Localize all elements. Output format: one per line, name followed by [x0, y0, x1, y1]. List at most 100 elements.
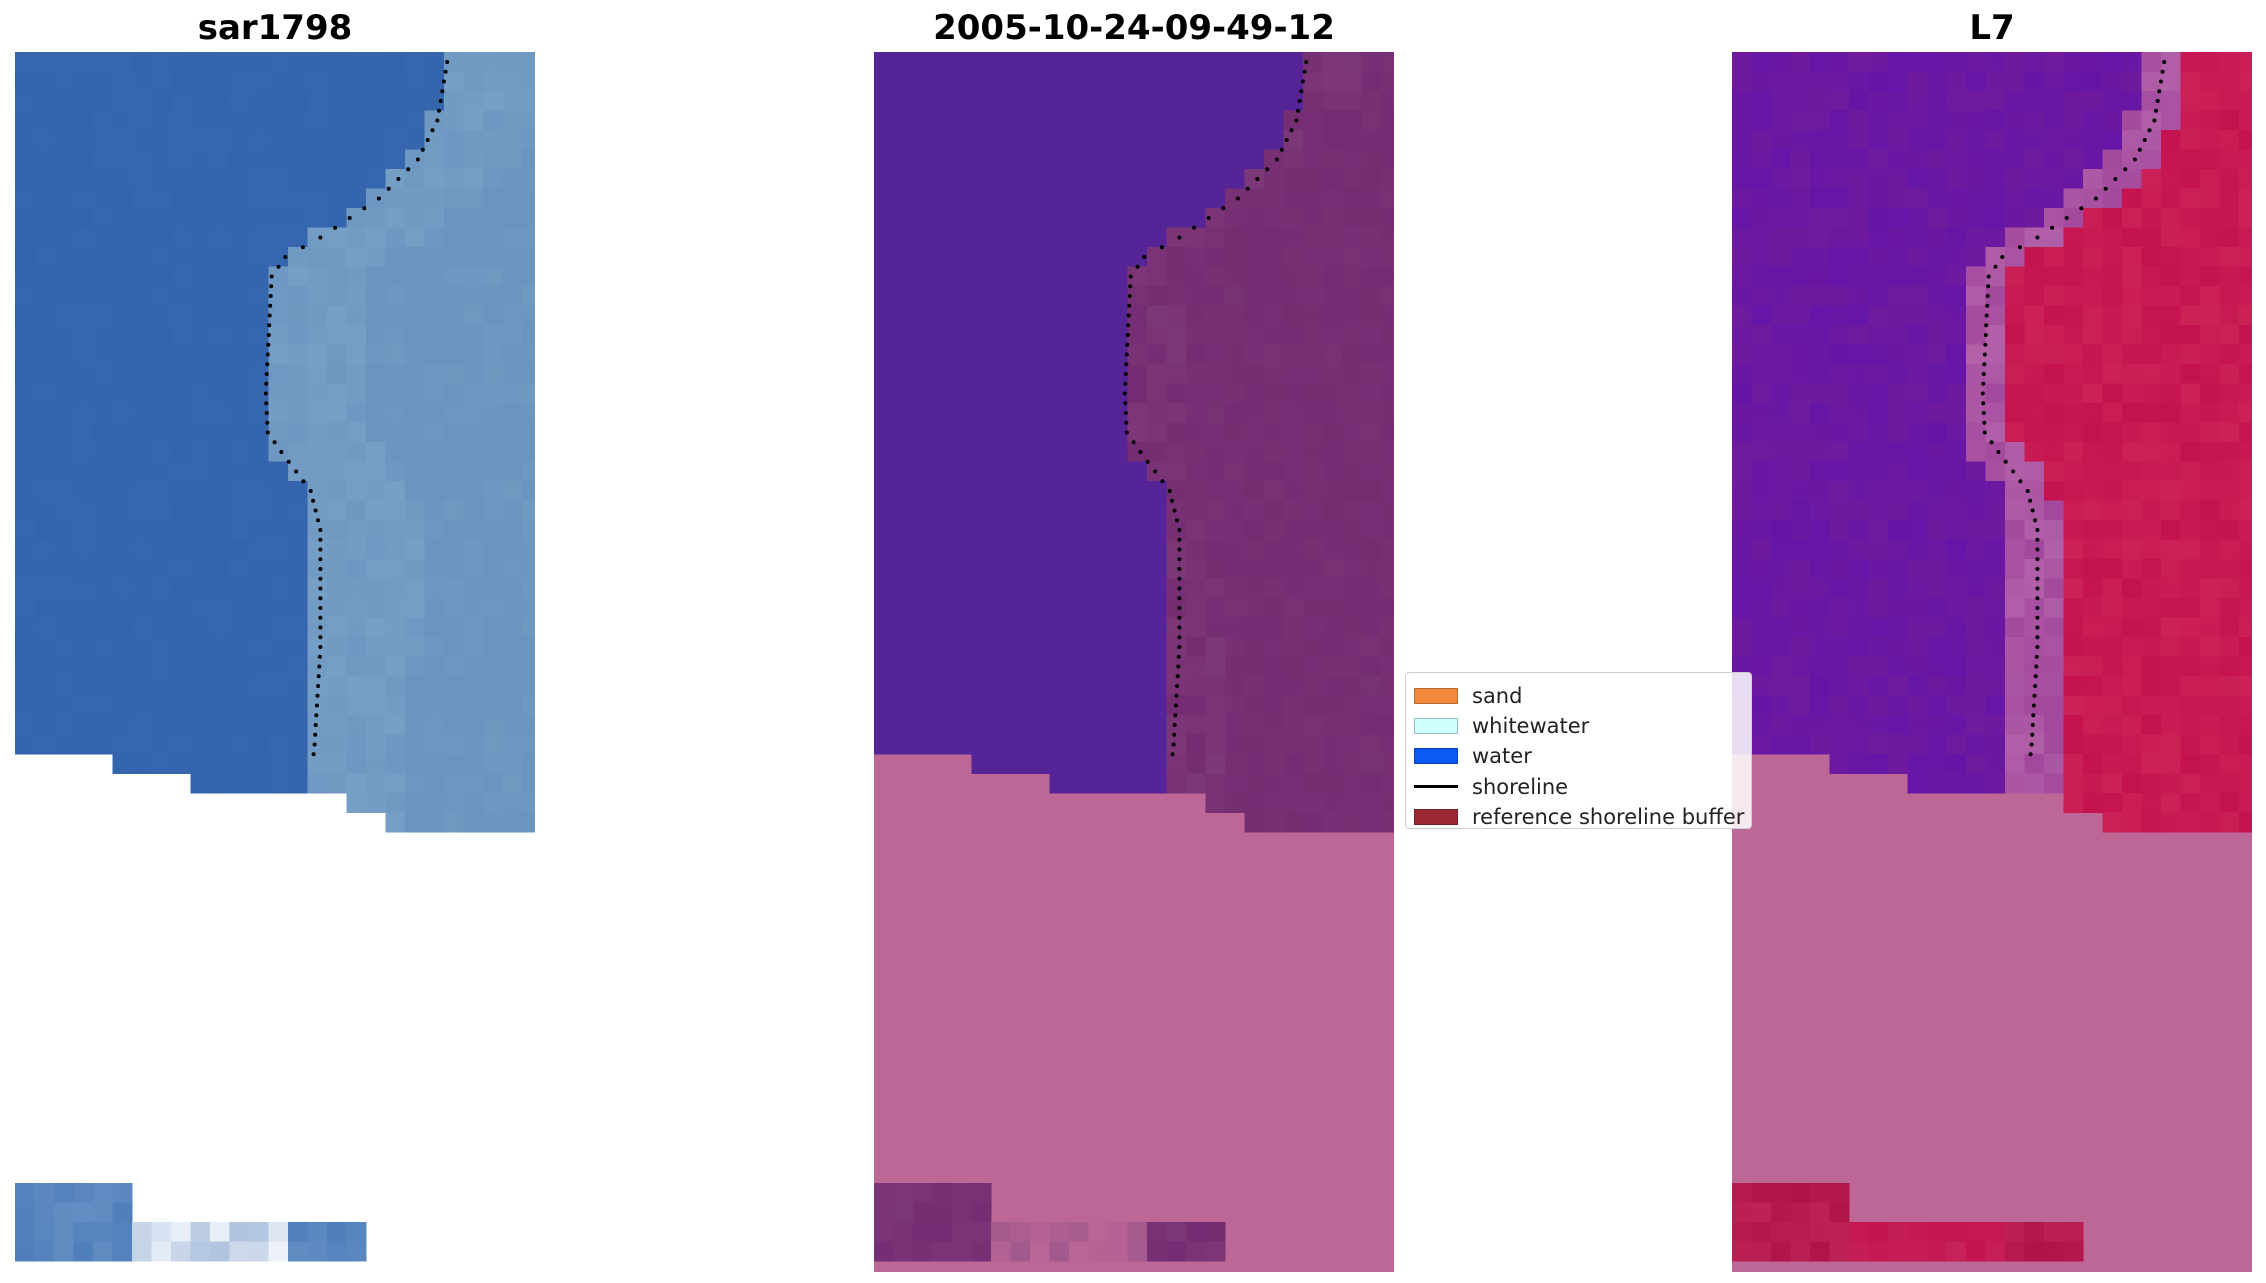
pixel — [1283, 383, 1304, 404]
pixel — [34, 578, 55, 599]
pixel — [1868, 1241, 1889, 1262]
shoreline-dot — [2132, 157, 2137, 162]
pixel — [2141, 773, 2162, 794]
pixel — [444, 500, 464, 521]
pixel — [1225, 539, 1245, 560]
pixel — [463, 637, 484, 657]
pixel — [444, 793, 464, 813]
shoreline-dot — [2064, 216, 2069, 220]
pixel — [1030, 286, 1050, 306]
pixel — [1030, 71, 1050, 92]
pixel — [366, 364, 386, 384]
pixel — [522, 539, 535, 560]
pixel — [1771, 520, 1791, 540]
pixel — [2239, 637, 2252, 657]
pixel — [1264, 305, 1284, 326]
pixel — [1322, 149, 1343, 170]
pixel — [2180, 695, 2201, 716]
pixel — [190, 188, 211, 209]
pixel — [2005, 71, 2025, 92]
shoreline-dot — [2031, 703, 2036, 708]
pixel — [268, 676, 289, 696]
pixel — [1303, 130, 1323, 150]
pixel — [229, 247, 250, 267]
pixel — [991, 208, 1011, 228]
pixel — [1069, 1241, 1089, 1262]
pixel — [15, 71, 35, 92]
pixel — [1849, 539, 1869, 560]
pixel — [874, 734, 894, 755]
pixel — [1186, 383, 1206, 404]
shoreline-dot — [1123, 381, 1128, 386]
pixel — [991, 1241, 1011, 1262]
pixel — [1985, 247, 2006, 267]
pixel — [210, 71, 230, 92]
pixel — [73, 500, 94, 521]
pixel — [1907, 364, 1928, 384]
pixel — [1810, 169, 1830, 189]
pixel — [1985, 520, 2006, 540]
pixel — [1907, 637, 1928, 657]
pixel — [1088, 208, 1109, 228]
pixel — [971, 208, 992, 228]
pixel — [1264, 403, 1284, 423]
pixel — [444, 305, 464, 326]
pixel — [1966, 208, 1986, 228]
pixel — [307, 617, 328, 638]
pixel — [249, 676, 269, 696]
shoreline-dot — [318, 576, 323, 581]
pixel — [249, 286, 269, 306]
pixel — [93, 403, 113, 423]
pixel — [1264, 208, 1284, 228]
pixel — [1108, 715, 1128, 735]
pixel — [1010, 52, 1031, 72]
pixel — [249, 773, 269, 794]
pixel — [366, 227, 386, 248]
pixel — [1030, 266, 1050, 287]
pixel — [424, 266, 445, 287]
pixel — [2180, 676, 2201, 696]
pixel — [288, 130, 308, 150]
pixel — [2005, 734, 2025, 755]
pixel — [73, 344, 94, 365]
pixel — [1907, 71, 1928, 92]
pixel — [2161, 208, 2181, 228]
pixel — [1751, 637, 1772, 657]
pixel — [385, 617, 406, 638]
pixel — [93, 559, 113, 579]
pixel — [1966, 598, 1986, 618]
pixel — [1868, 286, 1889, 306]
pixel — [34, 422, 55, 443]
pixel — [2044, 383, 2064, 404]
pixel — [1907, 286, 1928, 306]
pixel — [249, 461, 269, 482]
pixel — [2200, 344, 2220, 365]
pixel — [1381, 500, 1394, 521]
pixel — [2141, 520, 2162, 540]
pixel — [132, 422, 152, 443]
pixel — [2083, 52, 2103, 72]
pixel — [1732, 578, 1752, 599]
pixel — [1049, 286, 1070, 306]
pixel — [1849, 227, 1869, 248]
pixel — [73, 383, 94, 404]
pixel — [2063, 266, 2084, 287]
pixel — [15, 91, 35, 111]
pixel — [1264, 500, 1284, 521]
pixel — [268, 520, 289, 540]
pixel — [385, 188, 406, 209]
pixel — [34, 734, 55, 755]
pixel — [2239, 110, 2252, 131]
pixel — [1049, 110, 1070, 131]
pixel — [1205, 500, 1226, 521]
pixel — [268, 539, 289, 560]
pixel — [1732, 442, 1752, 462]
pixel — [483, 305, 503, 326]
pixel — [1751, 695, 1772, 716]
pixel — [913, 169, 933, 189]
pixel — [1166, 169, 1187, 189]
pixel — [2161, 149, 2181, 170]
pixel — [54, 227, 74, 248]
pixel — [1205, 188, 1226, 209]
pixel — [346, 793, 367, 813]
